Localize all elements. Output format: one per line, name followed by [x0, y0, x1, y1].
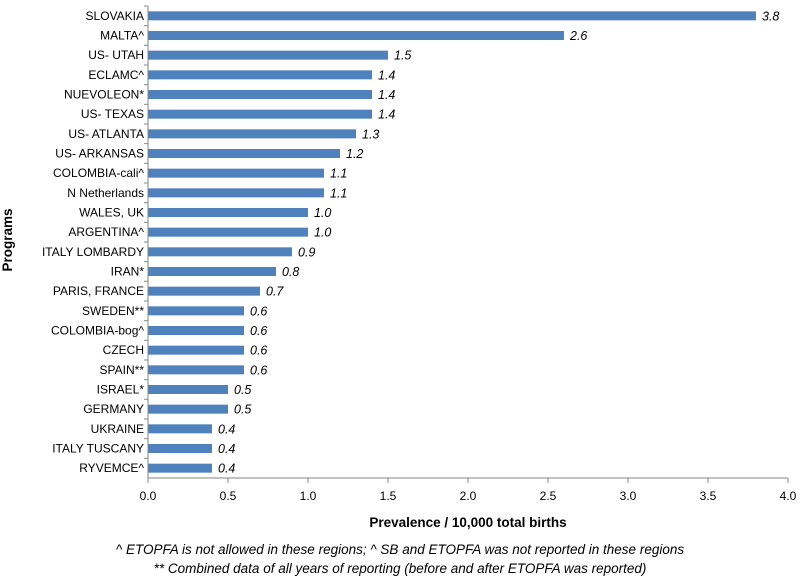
bar-15 — [148, 306, 244, 316]
bar-chart: SLOVAKIA MALTA^ US- UTAH ECLAMC^ NUEVOLEON* U… — [0, 5, 797, 530]
data-label: 3.8 — [762, 9, 779, 23]
data-label: 0.6 — [250, 344, 267, 358]
data-label: 1.5 — [394, 49, 411, 63]
bar-6 — [148, 129, 356, 139]
category-label: US- ARKANSAS — [55, 147, 144, 161]
x-tick-label: 4.0 — [780, 489, 797, 503]
footnote-combined-data: ** Combined data of all years of reporti… — [153, 561, 647, 576]
category-label: COLOMBIA-bog^ — [51, 324, 144, 338]
category-label: NUEVOLEON* — [64, 88, 144, 102]
x-ticks: 0.0 0.5 1.0 1.5 2.0 2.5 3.0 3.5 4.0 — [140, 478, 797, 503]
category-label: ECLAMC^ — [88, 68, 144, 82]
data-label: 1.0 — [314, 226, 331, 240]
category-label: ISRAEL* — [97, 383, 145, 397]
bar-13 — [148, 267, 276, 276]
bar-9 — [148, 188, 324, 198]
bar-19 — [148, 385, 228, 394]
data-label: 1.1 — [330, 186, 347, 200]
x-tick-label: 1.0 — [300, 489, 317, 503]
bar-4 — [148, 90, 372, 99]
category-label: SWEDEN** — [82, 304, 144, 318]
bar-2 — [148, 50, 388, 60]
x-tick-label: 1.5 — [380, 489, 397, 503]
x-tick-label: 0.0 — [140, 489, 157, 503]
data-label: 1.1 — [330, 167, 347, 181]
x-tick-label: 0.5 — [220, 489, 237, 503]
data-label: 0.6 — [250, 324, 267, 338]
data-label: 0.4 — [218, 422, 235, 436]
bar-3 — [148, 70, 372, 80]
y-axis-title: Programs — [0, 208, 15, 271]
data-label: 0.9 — [298, 245, 315, 259]
bar-23 — [148, 463, 212, 473]
category-label: MALTA^ — [100, 29, 144, 43]
bar-5 — [148, 109, 372, 119]
data-label: 1.4 — [378, 68, 395, 82]
data-label: 1.0 — [314, 206, 331, 220]
category-label: CZECH — [103, 343, 144, 357]
bar-11 — [148, 227, 308, 237]
data-label: 0.5 — [234, 383, 251, 397]
bar-18 — [148, 365, 244, 375]
category-label: ITALY LOMBARDY — [42, 245, 144, 259]
category-label: ARGENTINA^ — [68, 225, 144, 239]
x-tick-label: 2.5 — [540, 489, 557, 503]
data-label: 1.4 — [378, 108, 395, 122]
bar-12 — [148, 247, 292, 257]
bar-1 — [148, 31, 564, 40]
category-label: SPAIN** — [100, 363, 145, 377]
x-tick-label: 3.5 — [700, 489, 717, 503]
category-labels: SLOVAKIA MALTA^ US- UTAH ECLAMC^ NUEVOLEON* U… — [42, 9, 144, 475]
data-label: 1.4 — [378, 88, 395, 102]
bar-0 — [148, 11, 756, 21]
category-label: UKRAINE — [91, 422, 144, 436]
category-label: US- TEXAS — [81, 107, 144, 121]
data-label: 0.6 — [250, 304, 267, 318]
data-label: 0.6 — [250, 363, 267, 377]
bar-17 — [148, 345, 244, 355]
category-label: WALES, UK — [79, 206, 144, 220]
x-axis-title: Prevalence / 10,000 total births — [369, 515, 566, 530]
value-labels: 3.8 2.6 1.5 1.4 1.4 1.4 1.3 1.2 1.1 1.1 1.0 1.0 0.9 0… — [218, 9, 779, 475]
data-label: 0.7 — [266, 285, 284, 299]
bar-22 — [148, 444, 212, 453]
bar-10 — [148, 208, 308, 217]
category-label: US- ATLANTA — [68, 127, 144, 141]
bar-7 — [148, 149, 340, 158]
data-label: 2.6 — [569, 29, 587, 43]
category-label: PARIS, FRANCE — [53, 284, 144, 298]
x-tick-label: 3.0 — [620, 489, 637, 503]
data-label: 1.2 — [346, 147, 363, 161]
data-label: 0.4 — [218, 442, 235, 456]
category-label: N Netherlands — [67, 186, 144, 200]
category-label: ITALY TUSCANY — [52, 442, 144, 456]
footnote-etopfa: ^ ETOPFA is not allowed in these regions… — [115, 542, 685, 557]
data-label: 0.8 — [282, 265, 299, 279]
data-label: 0.5 — [234, 403, 251, 417]
bar-21 — [148, 424, 212, 434]
data-label: 0.4 — [218, 462, 235, 476]
category-label: GERMANY — [83, 402, 144, 416]
bar-14 — [148, 286, 260, 296]
category-label: SLOVAKIA — [86, 9, 144, 23]
data-label: 1.3 — [362, 127, 379, 141]
bar-8 — [148, 168, 324, 178]
category-label: RYVEMCE^ — [79, 461, 144, 475]
category-label: IRAN* — [111, 265, 145, 279]
x-tick-label: 2.0 — [460, 489, 477, 503]
bar-20 — [148, 404, 228, 414]
category-label: COLOMBIA-cali^ — [53, 166, 144, 180]
bars-group — [148, 11, 756, 473]
category-label: US- UTAH — [88, 48, 144, 62]
bar-16 — [148, 326, 244, 335]
